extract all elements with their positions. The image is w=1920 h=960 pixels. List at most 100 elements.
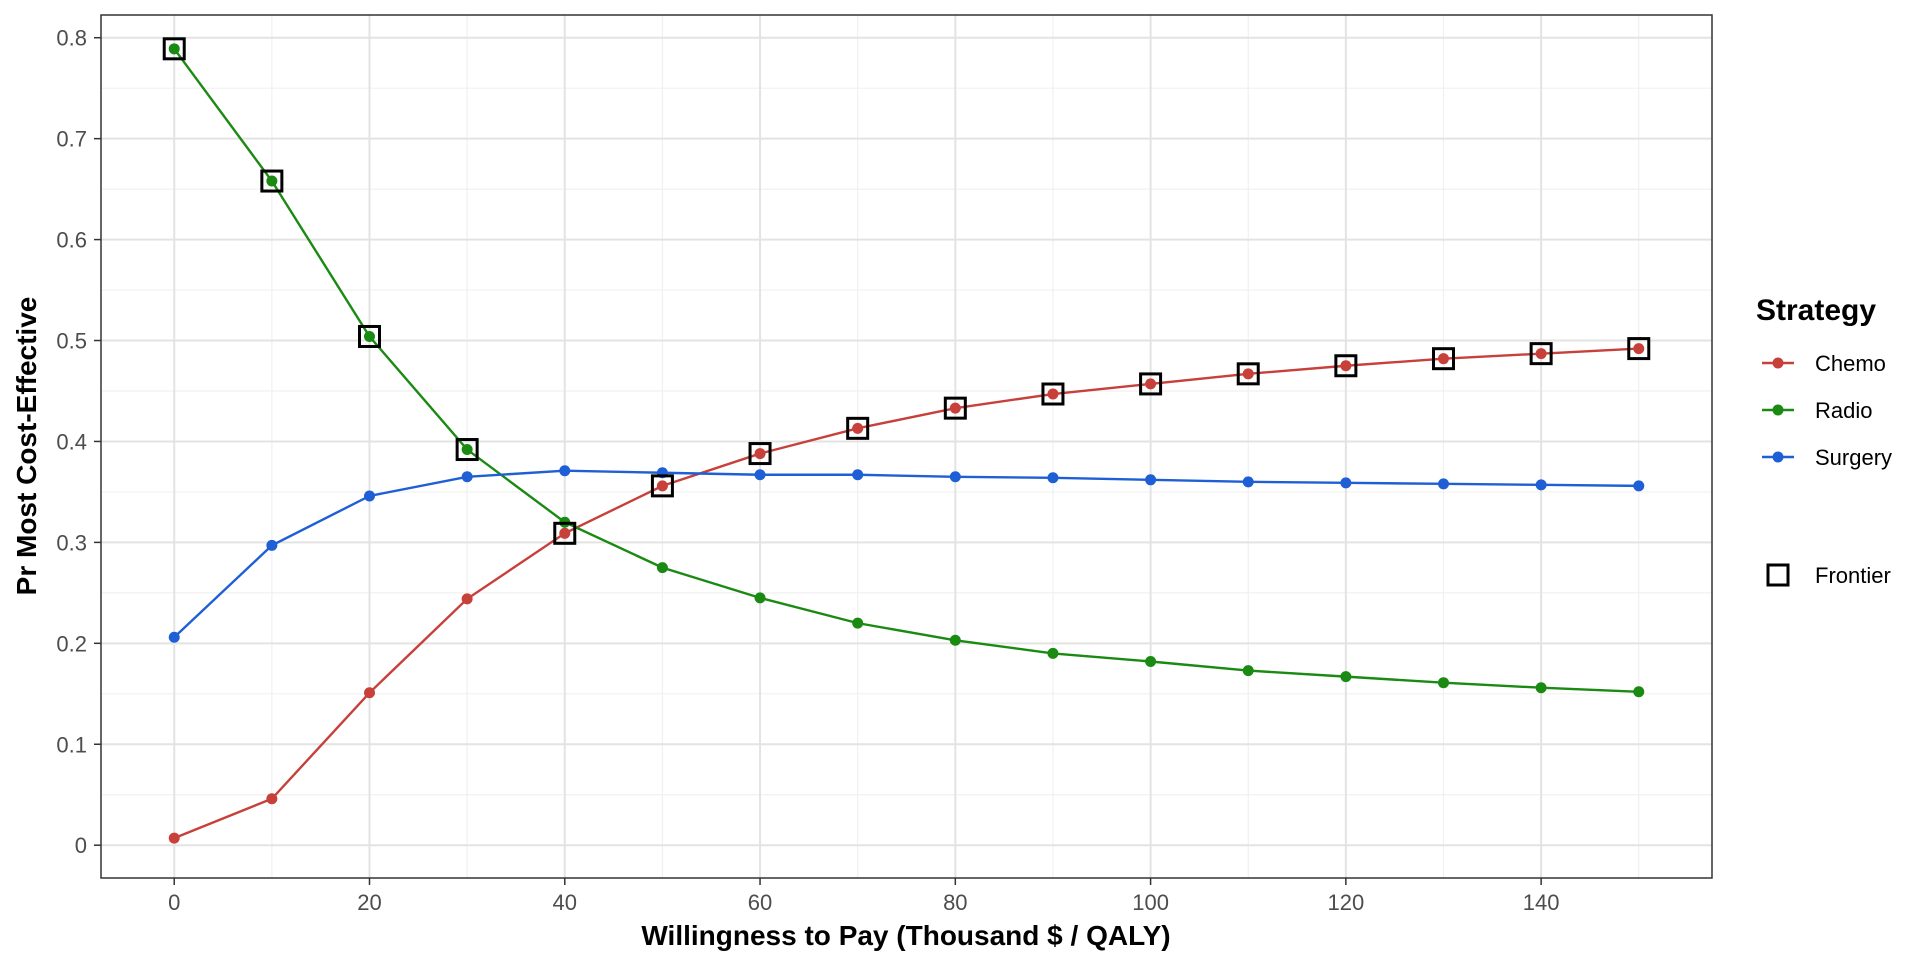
x-axis-title: Willingness to Pay (Thousand $ / QALY) xyxy=(641,920,1170,951)
x-tick-label: 0 xyxy=(168,890,180,915)
data-point-surgery xyxy=(266,539,278,551)
data-point-radio xyxy=(852,617,864,629)
y-tick-label: 0.8 xyxy=(56,26,87,51)
frontier-marker xyxy=(553,521,577,545)
frontier-marks xyxy=(162,37,1651,545)
legend-label-radio: Radio xyxy=(1815,398,1872,423)
y-tick-label: 0.1 xyxy=(56,732,87,757)
x-tick-label: 40 xyxy=(553,890,577,915)
x-tick-label: 100 xyxy=(1132,890,1169,915)
legend-key-point-radio xyxy=(1772,404,1784,416)
data-point-surgery xyxy=(1633,480,1645,492)
data-point-chemo xyxy=(656,480,668,492)
data-point-surgery xyxy=(949,471,961,483)
data-point-chemo xyxy=(461,593,473,605)
data-point-chemo xyxy=(1633,343,1645,355)
legend-frontier-key xyxy=(1766,563,1790,587)
series-line-surgery xyxy=(173,469,1639,639)
data-point-radio xyxy=(461,444,473,456)
frontier-marker xyxy=(650,474,674,498)
y-axis-ticks: 0 0.1 0.2 0.3 0.4 0.5 0.6 0.7 0.8 xyxy=(56,26,101,858)
data-point-chemo xyxy=(168,832,180,844)
x-tick-label: 60 xyxy=(748,890,772,915)
data-point-radio xyxy=(1535,682,1547,694)
legend-key-point-surgery xyxy=(1772,451,1784,463)
x-tick-label: 120 xyxy=(1328,890,1365,915)
data-point-radio xyxy=(656,562,668,574)
data-point-chemo xyxy=(1438,353,1449,365)
data-point-surgery xyxy=(754,469,766,481)
frontier-marker xyxy=(1236,362,1260,386)
frontier-marker xyxy=(1529,342,1553,366)
x-axis-ticks: 0 20 40 60 80 100 120 140 xyxy=(168,878,1559,915)
legend-title: Strategy xyxy=(1756,294,1876,327)
y-tick-label: 0.2 xyxy=(56,631,87,656)
data-point-chemo xyxy=(266,793,278,805)
data-point-radio xyxy=(168,43,180,55)
grid-major xyxy=(101,15,1712,878)
data-point-surgery xyxy=(364,490,375,502)
series-points xyxy=(168,43,1645,844)
frontier-marker xyxy=(943,396,967,420)
y-tick-label: 0.5 xyxy=(56,329,87,354)
data-point-radio xyxy=(1047,647,1059,659)
data-point-radio xyxy=(1438,677,1449,689)
legend-label-surgery: Surgery xyxy=(1815,445,1892,470)
frontier-marker xyxy=(748,442,772,466)
data-point-surgery xyxy=(461,471,473,483)
y-tick-label: 0.6 xyxy=(56,228,87,253)
data-point-chemo xyxy=(1047,388,1059,400)
data-point-chemo xyxy=(1242,368,1254,380)
data-point-surgery xyxy=(1047,472,1059,484)
data-point-chemo xyxy=(754,448,766,460)
y-tick-label: 0.4 xyxy=(56,429,87,454)
data-point-chemo xyxy=(364,687,375,699)
frontier-marker xyxy=(260,169,284,193)
frontier-marker xyxy=(1627,337,1651,361)
data-point-radio xyxy=(266,175,278,187)
data-point-radio xyxy=(1145,655,1157,667)
frontier-marker xyxy=(1139,372,1163,396)
data-point-surgery xyxy=(1438,478,1449,490)
data-point-chemo xyxy=(1340,360,1352,372)
frontier-marker xyxy=(162,37,186,61)
legend: Strategy Chemo Radio Surgery Frontier xyxy=(1756,294,1892,588)
legend-label-chemo: Chemo xyxy=(1815,351,1886,376)
legend-label-frontier: Frontier xyxy=(1815,563,1891,588)
data-point-surgery xyxy=(1535,479,1547,491)
y-tick-label: 0.7 xyxy=(56,127,87,152)
data-point-surgery xyxy=(1145,474,1157,486)
y-tick-label: 0 xyxy=(75,833,87,858)
plot-border xyxy=(100,14,1713,879)
legend-key-point-chemo xyxy=(1772,357,1784,369)
x-tick-label: 140 xyxy=(1523,890,1560,915)
data-point-radio xyxy=(754,592,766,604)
series-lines xyxy=(173,48,1639,840)
frontier-marker xyxy=(1432,347,1455,371)
frontier-marker xyxy=(1334,354,1358,378)
y-axis-title: Pr Most Cost-Effective xyxy=(11,297,42,596)
frontier-marker xyxy=(455,438,479,462)
data-point-chemo xyxy=(1145,378,1157,390)
frontier-marker xyxy=(846,416,870,440)
x-tick-label: 20 xyxy=(357,890,381,915)
legend-items: Chemo Radio Surgery xyxy=(1762,351,1892,470)
data-point-surgery xyxy=(1242,476,1254,488)
data-point-radio xyxy=(364,330,375,342)
series-line-chemo xyxy=(173,347,1639,840)
plot-panel xyxy=(101,15,1712,878)
data-point-radio xyxy=(1633,686,1645,698)
data-point-radio xyxy=(1340,671,1352,683)
data-point-surgery xyxy=(1340,477,1352,489)
data-point-chemo xyxy=(852,422,864,434)
data-point-chemo xyxy=(559,527,571,539)
data-point-chemo xyxy=(1535,348,1547,360)
data-point-radio xyxy=(949,634,961,646)
data-point-surgery xyxy=(559,465,571,477)
frontier-marker xyxy=(358,324,381,348)
data-point-surgery xyxy=(852,469,864,481)
series-line-radio xyxy=(173,48,1639,693)
data-point-chemo xyxy=(949,402,961,414)
data-point-radio xyxy=(1242,665,1254,677)
